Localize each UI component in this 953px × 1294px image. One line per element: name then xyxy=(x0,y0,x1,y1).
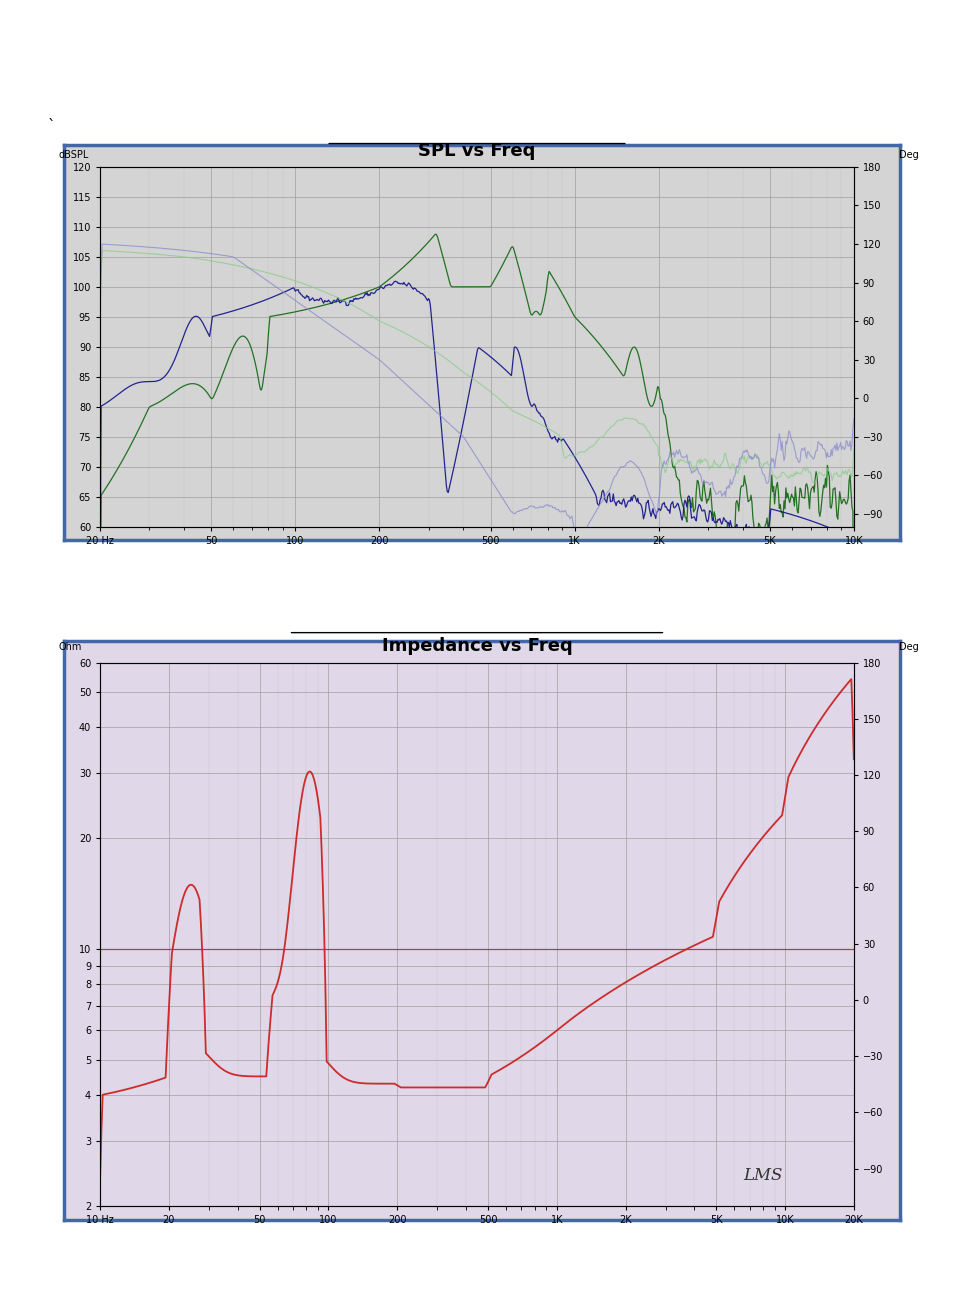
Text: dBSPL: dBSPL xyxy=(59,150,89,159)
Text: Deg: Deg xyxy=(898,642,918,652)
Title: SPL vs Freq: SPL vs Freq xyxy=(417,142,536,160)
Text: `: ` xyxy=(48,119,55,135)
Text: LMS: LMS xyxy=(743,1167,782,1184)
Text: Deg: Deg xyxy=(898,150,918,159)
Text: Ohm: Ohm xyxy=(59,642,82,652)
Title: Impedance vs Freq: Impedance vs Freq xyxy=(381,638,572,656)
